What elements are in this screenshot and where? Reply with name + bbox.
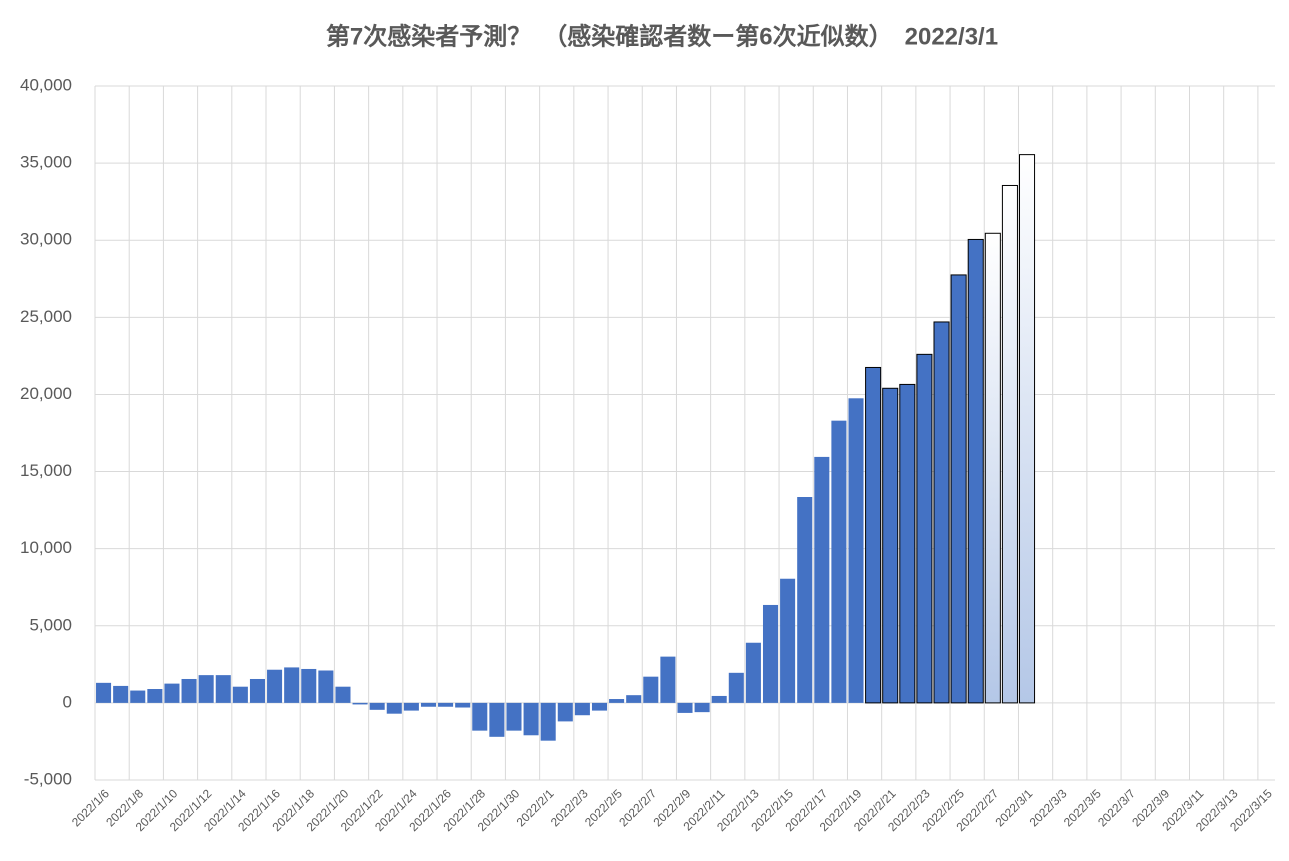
bar	[899, 383, 916, 704]
bar	[677, 702, 693, 713]
bar	[797, 497, 813, 703]
bar	[489, 702, 505, 737]
y-tick-label: 25,000	[20, 307, 72, 326]
bar	[130, 690, 146, 703]
bar	[249, 678, 265, 703]
bar	[660, 656, 676, 703]
bar	[215, 675, 231, 703]
bar	[164, 683, 180, 703]
bar	[591, 702, 608, 711]
bar	[950, 274, 967, 704]
bar	[284, 667, 300, 703]
bar	[96, 682, 112, 703]
bar	[848, 398, 864, 703]
y-tick-label: 20,000	[20, 384, 72, 403]
bar	[814, 456, 830, 703]
bar	[694, 702, 710, 713]
bar	[557, 702, 573, 722]
bar	[882, 387, 899, 704]
bar	[933, 321, 950, 704]
bar	[984, 232, 1001, 704]
bar	[267, 669, 283, 703]
bar	[1001, 184, 1018, 704]
bar	[916, 353, 933, 704]
bar	[643, 676, 659, 703]
bar	[831, 420, 847, 703]
bar	[198, 675, 214, 703]
bar	[147, 689, 163, 703]
bar	[113, 685, 129, 703]
bar	[232, 686, 248, 703]
bar	[574, 702, 590, 716]
chart-title: 第7次感染者予測？ （感染確認者数ー第6次近似数） 2022/3/1	[326, 22, 998, 50]
y-tick-label: 40,000	[20, 75, 72, 94]
bar	[438, 702, 454, 707]
bar	[352, 702, 368, 705]
bar	[455, 702, 471, 708]
bar	[420, 702, 437, 707]
bar	[728, 672, 744, 703]
bar	[1019, 154, 1036, 704]
bar	[369, 702, 385, 710]
y-tick-label: -5,000	[24, 769, 72, 788]
bar	[523, 702, 539, 736]
bar	[301, 668, 317, 703]
y-tick-label: 0	[63, 692, 72, 711]
bar	[711, 695, 727, 703]
bar	[967, 238, 984, 704]
bar	[865, 366, 882, 704]
bar	[335, 686, 351, 703]
bar	[762, 604, 779, 703]
bar	[745, 642, 761, 703]
bar	[626, 695, 642, 703]
bar	[506, 702, 522, 731]
y-tick-label: 30,000	[20, 230, 72, 249]
bar	[318, 670, 334, 703]
y-tick-label: 15,000	[20, 461, 72, 480]
bar	[472, 702, 488, 731]
y-tick-label: 10,000	[20, 538, 72, 557]
bar	[181, 678, 197, 703]
bar	[540, 702, 556, 741]
bar	[609, 699, 625, 703]
bar	[386, 702, 402, 714]
y-tick-label: 35,000	[20, 153, 72, 172]
bar	[403, 702, 419, 711]
y-tick-label: 5,000	[29, 615, 72, 634]
bar	[780, 578, 796, 703]
